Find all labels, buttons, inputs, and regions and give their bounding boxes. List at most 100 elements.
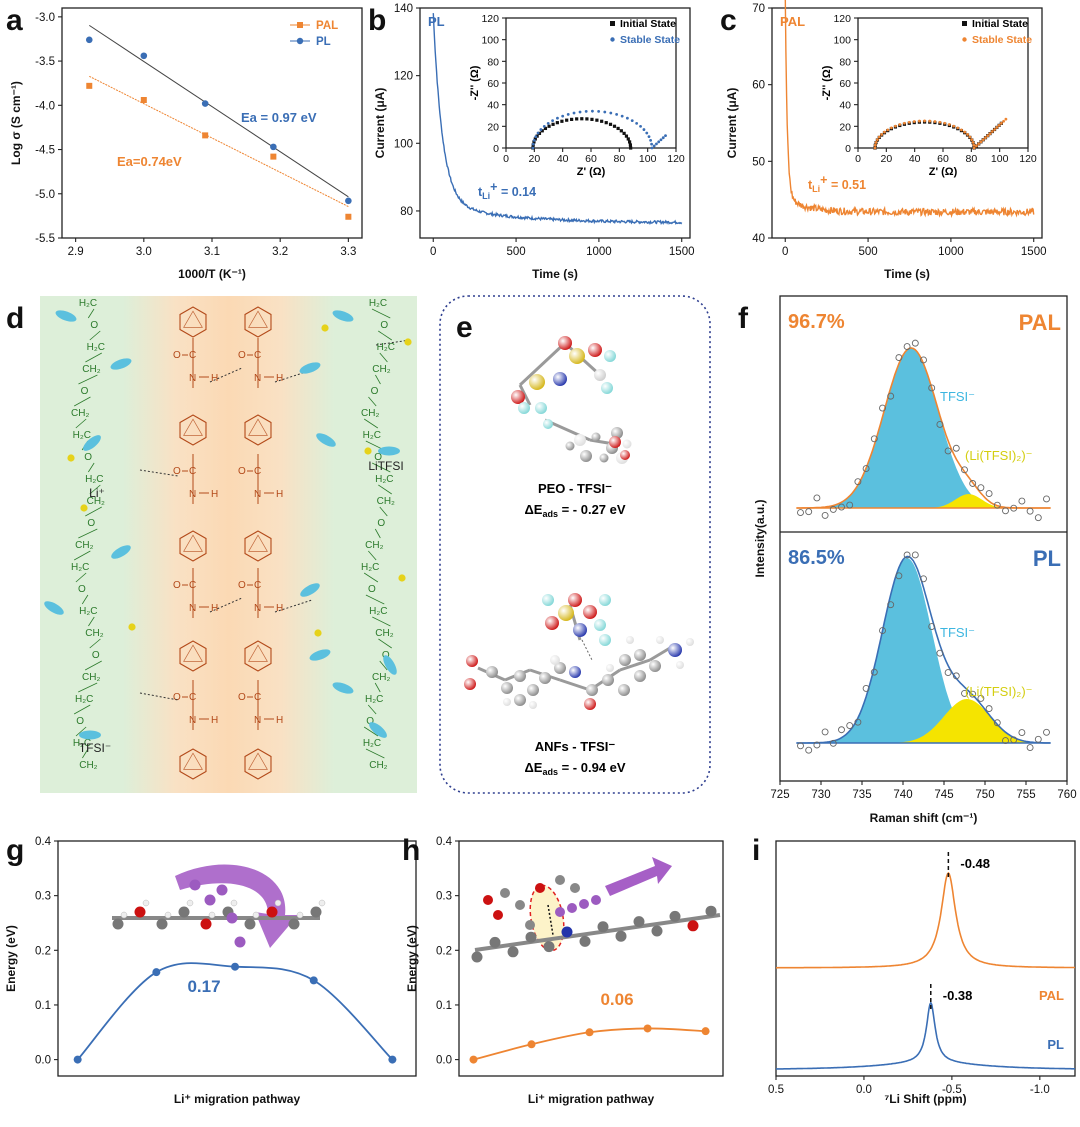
atom xyxy=(554,662,566,674)
carbon-label: C xyxy=(189,580,196,591)
peo-bond xyxy=(368,396,377,407)
stable-state-points xyxy=(652,144,656,148)
oxygen-label: O xyxy=(173,466,181,477)
peo-atom xyxy=(525,920,535,930)
y-tick-label: 60 xyxy=(487,78,499,90)
chain-atom xyxy=(134,906,146,918)
stable-state-points xyxy=(657,140,661,144)
x-tick-label: 3.0 xyxy=(136,246,152,258)
lithium-ion xyxy=(398,574,406,582)
caption-peo-energy: ΔEads = - 0.27 eV xyxy=(524,502,625,519)
fraction-label: 86.5% xyxy=(788,547,845,569)
stable-state-points xyxy=(918,119,921,123)
peo-bond xyxy=(375,374,381,385)
plot-frame xyxy=(771,7,1043,239)
peo-chain-right: H₂COH₂CCH₂OCH₂H₂COH₂CCH₂OCH₂H₂COH₂CCH₂OC… xyxy=(361,298,395,771)
tfsi-anion xyxy=(299,362,321,374)
lithium-ion xyxy=(404,338,412,346)
stable-state-points xyxy=(650,142,653,146)
stable-state-points xyxy=(1002,119,1006,123)
atom xyxy=(529,701,537,709)
atom xyxy=(550,655,560,665)
stable-state-points xyxy=(561,114,565,118)
peo-bond xyxy=(73,396,91,407)
peo-chain-group: CH₂ xyxy=(82,672,100,683)
peo-bond xyxy=(87,308,95,319)
atom xyxy=(611,427,623,439)
stable-state-points xyxy=(947,123,951,126)
atom xyxy=(618,684,630,696)
atom xyxy=(568,593,582,607)
peo-chain-group: O xyxy=(380,320,388,331)
oxygen-label: O xyxy=(238,692,246,703)
stable-state-points xyxy=(546,121,550,125)
benzene-ring xyxy=(244,640,272,672)
raw-data-point xyxy=(1010,736,1018,744)
transference-number: tLi+ = 0.14 xyxy=(478,180,536,201)
stable-state-points xyxy=(880,133,884,136)
raw-data-point xyxy=(944,669,952,677)
x-tick-label: 120 xyxy=(1019,153,1037,165)
stable-state-points xyxy=(536,131,540,135)
hydrogen-atom xyxy=(186,899,194,907)
peo-chain-group: CH₂ xyxy=(377,496,395,507)
backbone-atom xyxy=(543,941,555,953)
backbone-atom xyxy=(669,910,681,922)
oxygen-label: O xyxy=(173,580,181,591)
peo-bond xyxy=(88,462,95,473)
plot-frame xyxy=(458,840,724,1077)
peo-chain-group: CH₂ xyxy=(75,540,93,551)
raw-data-point xyxy=(862,465,870,473)
inset-x-label: Z' (Ω) xyxy=(577,166,606,178)
y-tick-label: 100 xyxy=(481,35,499,47)
stable-state-points xyxy=(997,123,1001,127)
atom xyxy=(542,594,554,606)
raw-data-point xyxy=(928,623,936,630)
peo-chain-group: H₂C xyxy=(375,474,393,485)
peo-chain-group: H₂C xyxy=(71,562,89,573)
peo-bond xyxy=(365,748,385,759)
benzene-ring-inner xyxy=(183,534,203,552)
benzene-ring xyxy=(244,414,272,446)
raw-data-point xyxy=(1034,735,1042,743)
initial-state-points xyxy=(547,124,551,128)
benzene-ring-inner xyxy=(248,752,268,770)
atom xyxy=(634,649,646,661)
backbone-atom xyxy=(633,916,645,928)
nyquist-inset: 0 20 40 60 80 100 120 0 20 40 60 80 100 120 Z' (Ω) -Z''… xyxy=(469,13,685,178)
raw-data-point xyxy=(1026,507,1034,515)
y-tick-label: 80 xyxy=(487,56,499,68)
y-tick-label: -3.5 xyxy=(35,56,55,68)
stable-state-points xyxy=(986,134,990,138)
panel-letter-e: e xyxy=(456,311,473,344)
raw-data-point xyxy=(952,444,960,452)
stable-state-points xyxy=(566,112,570,116)
raw-data-point xyxy=(797,509,804,517)
y-tick-label: 120 xyxy=(394,71,413,83)
atom-bond xyxy=(518,341,567,387)
panel-letter-h: h xyxy=(402,834,420,867)
nitrogen-label: N xyxy=(189,373,196,384)
raw-data-point xyxy=(977,484,985,492)
sample-label: PAL xyxy=(780,14,805,29)
peo-chain-group: H₂C xyxy=(79,298,97,309)
data-point-PAL xyxy=(140,97,147,103)
raw-data-point xyxy=(838,503,845,511)
stable-state-points xyxy=(603,110,607,114)
peo-chain-group: O xyxy=(371,386,379,397)
initial-state-points xyxy=(627,140,632,144)
current-decay-curve xyxy=(432,13,683,226)
carbon-label: C xyxy=(254,350,261,361)
initial-state-points xyxy=(619,129,623,133)
atom xyxy=(634,670,646,682)
y-tick-label: 60 xyxy=(839,78,851,90)
x-axis-label: ⁷Li Shift (ppm) xyxy=(884,1092,966,1106)
hydrogen-atom xyxy=(208,911,216,919)
x-tick-label: 730 xyxy=(811,789,830,801)
peo-bond xyxy=(78,374,98,385)
y-axis-label: Energy (eV) xyxy=(405,925,419,992)
x-tick-label: 100 xyxy=(991,153,1009,165)
y-tick-label: 20 xyxy=(487,121,499,133)
stable-state-points xyxy=(981,138,985,142)
